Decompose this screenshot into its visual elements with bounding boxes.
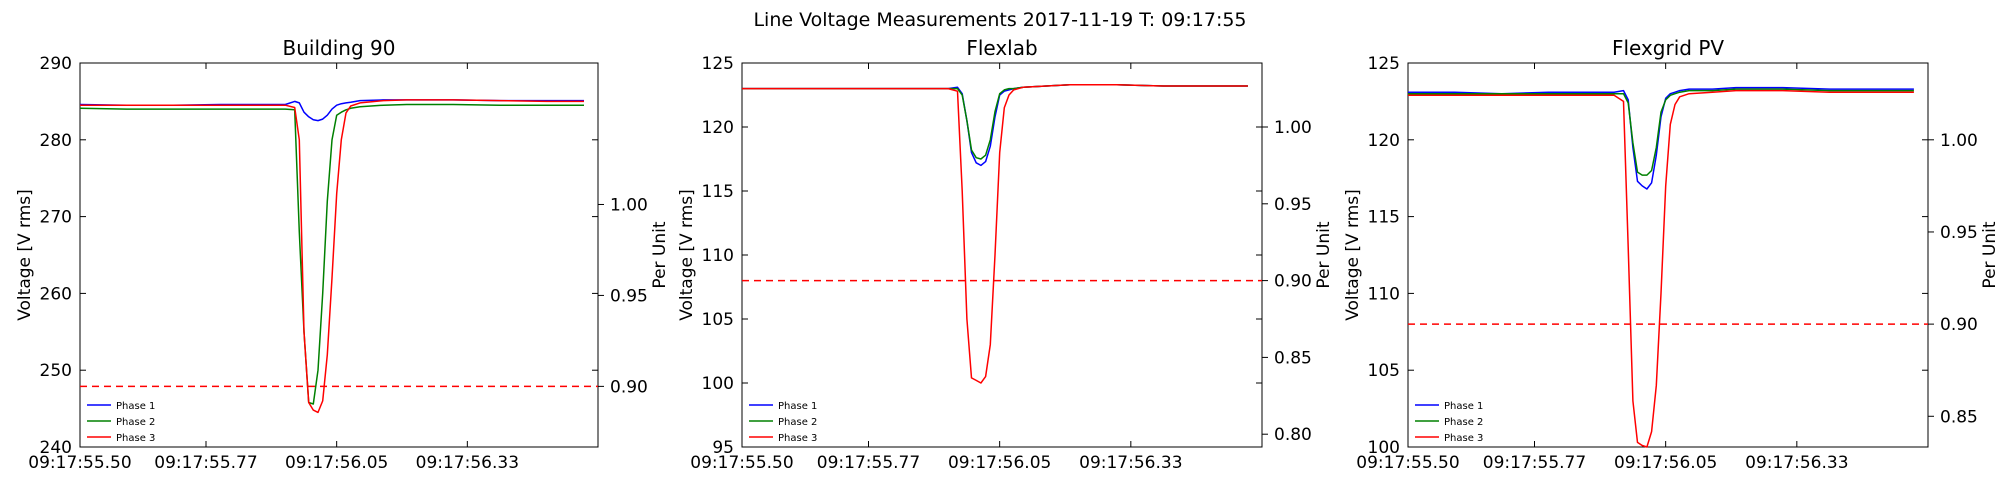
panel-3-frame [1407, 62, 1929, 448]
panel-3-series-phase-3 [1408, 89, 1914, 448]
panel-2-y2label: Per Unit [1314, 221, 1334, 288]
panel-3-ytick-label: 115 [1368, 208, 1400, 228]
panel-1-legend-label: Phase 1 [116, 401, 155, 412]
panel-2-xtick-label: 09:17:56.05 [948, 453, 1051, 473]
panel-1-ytick-label: 260 [40, 284, 72, 304]
panel-1-frame [79, 62, 599, 448]
panel-2-ylabel: Voltage [V rms] [677, 189, 697, 321]
panel-flexgrid-pv: Flexgrid PV 100 105 110 115 120 125 0.85 0.90 0.9… [1343, 36, 2000, 473]
panel-2-series-phase-3 [742, 84, 1248, 384]
panel-2-legend-label: Phase 1 [778, 401, 817, 412]
panel-3-xtick-label: 09:17:56.05 [1614, 453, 1717, 473]
panel-2-ytick-label: 105 [702, 310, 734, 330]
panel-3-legend-label: Phase 1 [1444, 401, 1483, 412]
panel-2-xtick-label: 09:17:55.77 [817, 453, 920, 473]
panel-3-y2tick-label: 0.90 [1940, 315, 1978, 335]
panel-2-ytick-label: 95 [712, 438, 734, 458]
panel-3-y2tick-label: 0.95 [1940, 223, 1978, 243]
panel-1-ytick-label: 290 [40, 54, 72, 74]
panel-3-xtick-label: 09:17:56.33 [1745, 453, 1848, 473]
panel-2-ytick-label: 115 [702, 182, 734, 202]
panel-3-title: Flexgrid PV [1612, 36, 1724, 60]
panel-1-y2tick-label: 0.90 [610, 377, 648, 397]
panel-2-legend-label: Phase 3 [778, 433, 817, 444]
panel-2-y2tick-label: 1.00 [1274, 118, 1312, 138]
panel-1-legend-label: Phase 3 [116, 433, 155, 444]
panel-2-y2tick-label: 0.85 [1274, 348, 1312, 368]
panel-3-xtick-label: 09:17:55.77 [1483, 453, 1586, 473]
panel-1-ytick-label: 280 [40, 131, 72, 151]
panel-1-xtick-label: 09:17:55.50 [28, 453, 131, 473]
panel-1-series-phase-3 [80, 99, 584, 414]
panel-1-y2tick-label: 0.95 [610, 286, 648, 306]
panel-2-legend-label: Phase 2 [778, 417, 817, 428]
panel-3-ytick-label: 105 [1368, 361, 1400, 381]
panel-2-xtick-label: 09:17:55.50 [690, 453, 793, 473]
panel-3-ylabel: Voltage [V rms] [1343, 189, 1363, 321]
panel-2-frame [741, 62, 1263, 448]
panel-2-y2tick-label: 0.90 [1274, 272, 1312, 292]
panel-1-xtick-label: 09:17:55.77 [154, 453, 257, 473]
panel-3-ytick-label: 110 [1368, 284, 1400, 304]
panel-2-ytick-label: 100 [702, 374, 734, 394]
panel-2-series-phase-1 [742, 84, 1248, 167]
panel-3-y2tick-label: 0.85 [1940, 407, 1978, 427]
panel-1-ytick-label: 270 [40, 208, 72, 228]
panel-2-y2tick-label: 0.95 [1274, 195, 1312, 215]
panel-3-legend-label: Phase 3 [1444, 433, 1483, 444]
panel-1-y2tick-label: 1.00 [610, 195, 648, 215]
panel-flexlab: Flexlab 95 100 105 110 115 120 125 0.80 0.85 0.90 0… [677, 36, 1334, 473]
panel-3-xtick-label: 09:17:55.50 [1356, 453, 1459, 473]
panel-1-ytick-label: 240 [40, 438, 72, 458]
panel-1-xtick-label: 09:17:56.33 [416, 453, 519, 473]
panel-1-ytick-label: 250 [40, 361, 72, 381]
panel-2-ytick-label: 125 [702, 54, 734, 74]
panel-1-y2label: Per Unit [650, 221, 670, 288]
panel-2-y2tick-label: 0.80 [1274, 425, 1312, 445]
panel-2-title: Flexlab [966, 36, 1037, 60]
panel-1-legend-label: Phase 2 [116, 417, 155, 428]
panel-1-series-phase-2 [79, 103, 584, 405]
panel-3-ytick-label: 125 [1368, 54, 1400, 74]
panel-3-legend-label: Phase 2 [1444, 417, 1483, 428]
panel-2-series-phase-2 [742, 84, 1248, 160]
panel-1-xtick-label: 09:17:56.05 [285, 453, 388, 473]
panel-2-ytick-label: 120 [702, 118, 734, 138]
panel-2-ytick-label: 110 [702, 246, 734, 266]
panel-1-title: Building 90 [283, 36, 396, 60]
panel-building-90: Building 90 240 250 260 270 280 290 0.90 0.95 1.0… [15, 36, 670, 473]
panel-3-ytick-label: 120 [1368, 131, 1400, 151]
figure-suptitle: Line Voltage Measurements 2017-11-19 T: … [753, 9, 1246, 31]
panel-3-series-phase-2 [1408, 88, 1914, 176]
panel-3-series-phase-1 [1408, 86, 1914, 190]
panel-1-ylabel: Voltage [V rms] [15, 189, 35, 321]
panel-1-series-phase-1 [79, 99, 584, 122]
panel-3-y2label: Per Unit [1980, 221, 2000, 288]
panel-3-y2tick-label: 1.00 [1940, 131, 1978, 151]
panel-2-xtick-label: 09:17:56.33 [1079, 453, 1182, 473]
panel-3-ytick-label: 100 [1368, 438, 1400, 458]
